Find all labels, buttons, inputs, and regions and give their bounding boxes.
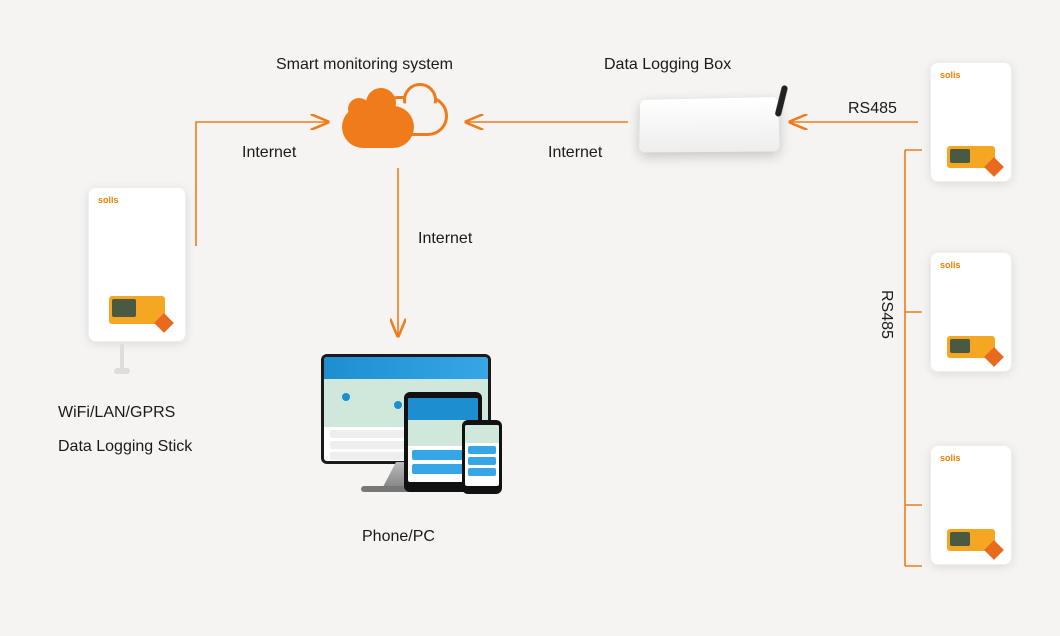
inverter-right-2: solis	[930, 252, 1012, 372]
inverter-display	[109, 296, 165, 324]
inverter-display	[947, 146, 995, 168]
devices-group	[296, 354, 516, 492]
antenna-icon	[775, 85, 789, 117]
inverter-display	[947, 529, 995, 551]
datalogger-box	[639, 97, 780, 153]
devices-caption: Phone/PC	[362, 528, 435, 546]
left-caption-line2: Data Logging Stick	[58, 438, 192, 456]
databox-title: Data Logging Box	[604, 56, 731, 74]
cloud-title: Smart monitoring system	[276, 56, 453, 74]
cloud-icon	[338, 90, 458, 160]
edge-label-rs485-top: RS485	[848, 100, 897, 118]
brand-label: solis	[940, 260, 961, 270]
inverter-right-1: solis	[930, 62, 1012, 182]
inverter-right-3: solis	[930, 445, 1012, 565]
brand-label: solis	[940, 453, 961, 463]
left-caption-line1: WiFi/LAN/GPRS	[58, 404, 175, 422]
inverter-left: solis	[88, 187, 186, 342]
edge-label-internet-right: Internet	[548, 144, 602, 162]
edge-label-rs485-side: RS485	[877, 290, 895, 339]
inverter-display	[947, 336, 995, 358]
brand-label: solis	[940, 70, 961, 80]
phone-icon	[462, 420, 502, 494]
antenna-icon	[120, 344, 124, 370]
edge-label-internet-left: Internet	[242, 144, 296, 162]
brand-label: solis	[98, 195, 119, 205]
edge-inverter-to-cloud	[196, 122, 328, 246]
edge-label-internet-down: Internet	[418, 230, 472, 248]
